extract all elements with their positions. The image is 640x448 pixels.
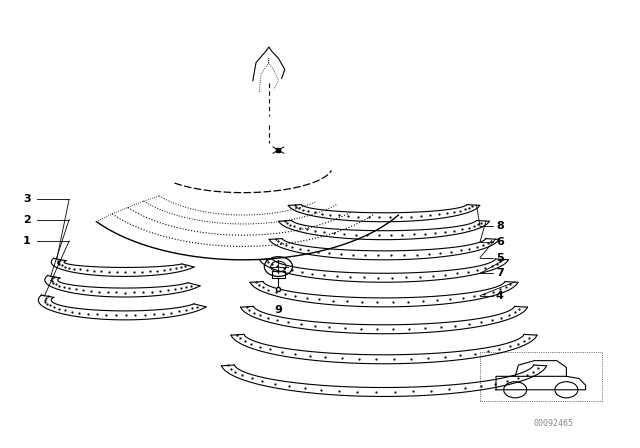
Text: 1: 1 [23,236,31,246]
Text: 2: 2 [23,215,31,224]
Text: 5: 5 [496,253,504,263]
Text: 8: 8 [496,221,504,231]
Text: 6: 6 [496,237,504,247]
Text: 3: 3 [23,194,31,204]
Text: 7: 7 [496,268,504,278]
Text: 4: 4 [496,291,504,301]
Text: 9: 9 [275,305,282,314]
Text: 00092465: 00092465 [534,419,573,428]
